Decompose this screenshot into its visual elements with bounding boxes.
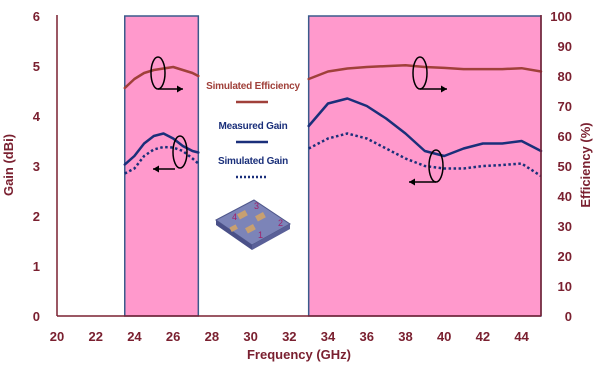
right-y-tick-label: 80 (558, 69, 572, 84)
right-y-tick-label: 40 (558, 189, 572, 204)
annotation-arrowhead-4 (409, 178, 415, 186)
x-tick-label: 36 (360, 329, 374, 344)
right-y-tick-labels: 0 10 20 30 40 50 60 70 80 90 100 (550, 9, 572, 324)
annotation-arrowhead-2 (153, 165, 159, 173)
right-y-tick-label: 70 (558, 99, 572, 114)
right-y-tick-label: 90 (558, 39, 572, 54)
chip-label-2: 2 (278, 218, 283, 228)
left-y-tick-label: 1 (33, 259, 40, 274)
left-y-tick-label: 0 (33, 309, 40, 324)
right-y-tick-label: 60 (558, 129, 572, 144)
x-tick-label: 22 (88, 329, 102, 344)
series-line-measured-gain-1 (123, 132, 200, 166)
right-y-tick-label: 0 (565, 309, 572, 324)
left-y-tick-label: 2 (33, 209, 40, 224)
annotation-ellipse-2 (172, 135, 188, 169)
right-y-axis-title: Efficiency (%) (578, 122, 593, 207)
right-y-tick-label: 30 (558, 219, 572, 234)
series-lines (123, 63, 543, 178)
right-y-tick-label: 20 (558, 249, 572, 264)
x-tick-label: 26 (166, 329, 180, 344)
right-y-tick-label: 50 (558, 159, 572, 174)
x-tick-label: 32 (282, 329, 296, 344)
x-tick-label: 28 (205, 329, 219, 344)
series-line-simulated-efficiency-1 (123, 65, 200, 90)
right-y-tick-label: 10 (558, 279, 572, 294)
legend-label-simulated-gain: Simulated Gain (218, 156, 288, 167)
x-tick-label: 40 (437, 329, 451, 344)
left-y-tick-label: 5 (33, 59, 40, 74)
legend-label-simulated-efficiency: Simulated Efficiency (206, 81, 300, 92)
x-tick-label: 34 (321, 329, 336, 344)
x-tick-label: 42 (476, 329, 490, 344)
annotation-arrowhead-1 (177, 85, 183, 93)
chip-label-3: 3 (254, 201, 259, 211)
left-y-tick-label: 3 (33, 159, 40, 174)
series-line-simulated-gain-2 (308, 132, 542, 178)
left-y-tick-label: 4 (33, 109, 41, 124)
annotation-arrowhead-3 (441, 85, 447, 93)
series-line-simulated-gain-1 (124, 145, 200, 175)
axis-annotations (150, 56, 447, 186)
x-tick-label: 24 (127, 329, 142, 344)
left-y-tick-labels: 0 1 2 3 4 5 6 (33, 9, 41, 324)
axes (56, 15, 542, 317)
x-tick-label: 30 (243, 329, 257, 344)
series-line-simulated-efficiency-2 (307, 63, 543, 81)
x-tick-label: 20 (50, 329, 64, 344)
x-axis-title: Frequency (GHz) (247, 347, 351, 362)
x-tick-label: 44 (514, 329, 529, 344)
x-tick-labels: 20 22 24 26 28 30 32 34 36 38 40 42 44 (50, 329, 530, 344)
chip-label-1: 1 (258, 230, 263, 240)
legend: Simulated Efficiency Measured Gain Simul… (206, 81, 301, 179)
right-y-tick-label: 100 (550, 9, 572, 24)
x-tick-label: 38 (398, 329, 412, 344)
series-line-measured-gain-2 (307, 97, 543, 158)
left-y-tick-label: 6 (33, 9, 40, 24)
legend-label-measured-gain: Measured Gain (218, 121, 287, 132)
left-y-axis-title: Gain (dBi) (1, 134, 16, 196)
shaded-band-1 (124, 15, 200, 317)
antenna-chip-image: 3 2 4 1 (215, 199, 291, 250)
chip-label-4: 4 (232, 212, 237, 222)
